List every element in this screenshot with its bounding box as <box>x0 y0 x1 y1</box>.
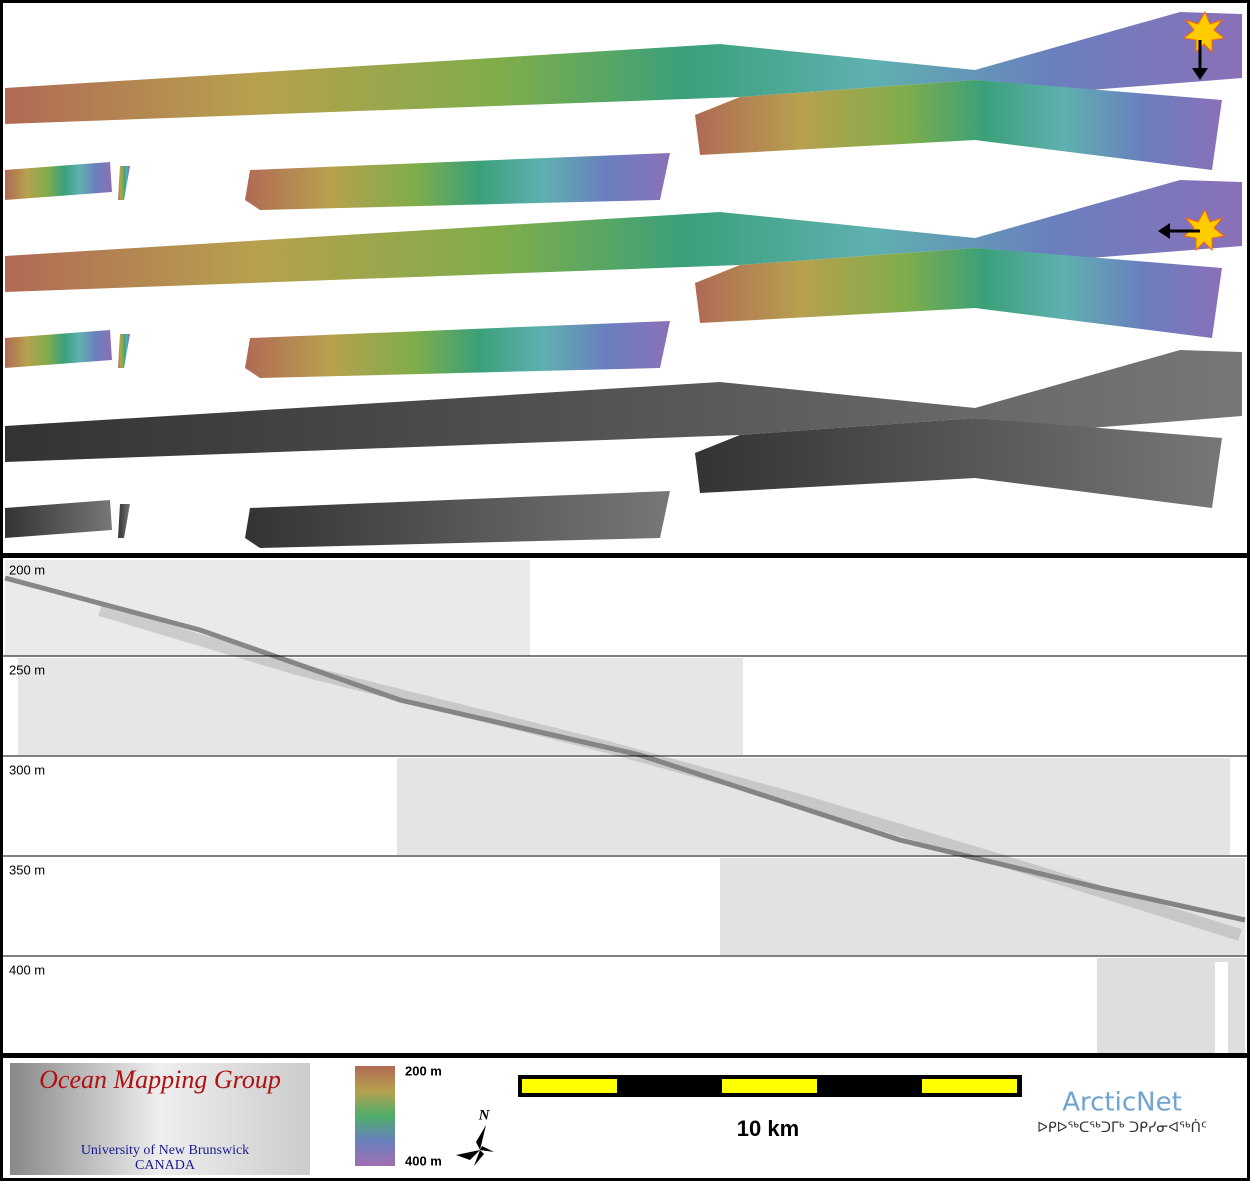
logo-country: CANADA <box>135 1158 196 1173</box>
separator <box>0 553 1250 558</box>
logo-title: Ocean Mapping Group <box>39 1065 281 1094</box>
echogram <box>4 560 1246 1053</box>
scale-bar <box>518 1075 1022 1097</box>
bathymetry-swath <box>5 180 1242 378</box>
partner-syllabics: ᐅᑭᐅᖅᑕᖅᑐᒥᒃ ᑐᑭᓯᓂᐊᖅᑏᑦ <box>1037 1119 1207 1136</box>
colorbar-label: 200 m <box>405 1063 442 1078</box>
depth-label: 350 m <box>9 862 45 877</box>
north-arrow <box>456 1125 494 1166</box>
logo-subtitle: University of New Brunswick <box>81 1143 249 1158</box>
depth-label: 300 m <box>9 762 45 777</box>
scale-label: 10 km <box>737 1116 799 1141</box>
logo <box>10 1063 310 1175</box>
depth-label: 250 m <box>9 662 45 677</box>
marker <box>1158 10 1226 252</box>
partner-name: ArcticNet <box>1062 1088 1182 1118</box>
colorbar-label: 400 m <box>405 1153 442 1168</box>
separator <box>0 1053 1250 1058</box>
backscatter-swath <box>5 350 1242 548</box>
north-label: N <box>478 1107 491 1123</box>
depth-label: 200 m <box>9 562 45 577</box>
depth-label: 400 m <box>9 962 45 977</box>
colorbar <box>355 1066 395 1166</box>
row-lines <box>0 655 1250 957</box>
bathymetry-swath <box>5 12 1242 210</box>
